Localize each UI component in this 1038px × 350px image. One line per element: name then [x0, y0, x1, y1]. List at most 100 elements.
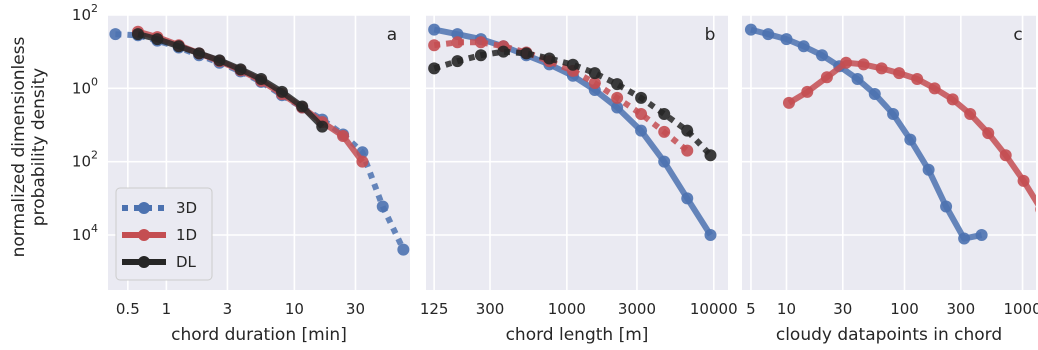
data-point: [635, 124, 648, 137]
data-point: [964, 107, 977, 120]
legend-marker: [138, 202, 150, 214]
data-point: [376, 200, 389, 213]
data-point: [428, 23, 441, 36]
x-tick-label: 3: [223, 300, 233, 318]
data-point: [681, 144, 694, 157]
data-point: [658, 155, 671, 168]
x-tick-label: 100: [890, 300, 919, 318]
data-point: [658, 107, 671, 120]
y-axis-label: normalized dimensionless probability den…: [9, 36, 49, 257]
data-point: [840, 56, 853, 69]
data-point: [213, 54, 226, 67]
data-point: [234, 63, 247, 76]
x-tick-label: 125: [420, 300, 449, 318]
data-point: [451, 36, 464, 49]
data-point: [151, 33, 164, 46]
y-tick-label: 102: [72, 2, 98, 24]
x-tick-label: 30: [346, 300, 365, 318]
data-point: [296, 100, 309, 113]
data-point: [428, 62, 441, 75]
data-point: [193, 47, 206, 60]
x-axis-label: cloudy datapoints in chord: [776, 325, 1002, 345]
data-point: [588, 67, 601, 80]
plot-background: [742, 15, 1036, 290]
data-point: [428, 39, 441, 52]
x-tick-label: 10: [285, 300, 304, 318]
data-point: [356, 155, 369, 168]
y-tick-label: 102: [72, 149, 98, 171]
data-point: [928, 82, 941, 95]
data-point: [611, 91, 624, 104]
x-tick-label: 1000: [548, 300, 586, 318]
data-point: [744, 23, 757, 36]
panel-b: 125 300 1000 3000 10000 chord length [m] b: [420, 14, 738, 345]
panel-letter: a: [387, 25, 397, 45]
data-point: [635, 107, 648, 120]
legend-label: 3D: [176, 199, 197, 217]
x-tick-label: 1000: [1003, 300, 1038, 318]
data-point: [275, 85, 288, 98]
data-point: [474, 49, 487, 62]
series-3D: [744, 23, 988, 245]
legend-marker: [138, 256, 150, 268]
data-point: [474, 36, 487, 49]
data-point: [316, 120, 329, 133]
data-point: [543, 52, 556, 65]
x-tick-label: 300: [476, 300, 505, 318]
data-point: [904, 133, 917, 146]
data-point: [255, 72, 268, 85]
data-point: [857, 58, 870, 71]
data-point: [337, 130, 350, 143]
data-point: [875, 62, 888, 75]
data-point: [658, 125, 671, 138]
x-axis-label: chord length [m]: [506, 325, 649, 345]
y-tick-label: 104: [72, 222, 98, 244]
data-point: [397, 243, 410, 256]
data-point: [172, 40, 185, 53]
x-tick-label: 10: [777, 300, 796, 318]
data-point: [497, 45, 510, 58]
data-point: [958, 232, 971, 245]
data-point: [588, 76, 601, 89]
legend: 3D 1D DL: [115, 187, 213, 281]
y-tick-label: 100: [72, 75, 98, 97]
x-tick-label: 5: [746, 300, 756, 318]
x-tick-label: 30: [833, 300, 852, 318]
data-point: [797, 40, 810, 53]
x-tick-label: 3000: [618, 300, 656, 318]
data-point: [704, 149, 717, 162]
x-tick-label: 0.5: [116, 300, 140, 318]
data-point: [816, 49, 829, 62]
data-point: [451, 55, 464, 68]
series-DL: [428, 45, 717, 162]
x-axis-label: chord duration [min]: [171, 325, 347, 345]
data-point: [704, 229, 717, 241]
panel-letter: c: [1013, 25, 1022, 45]
data-point: [887, 107, 900, 120]
data-point: [940, 200, 953, 213]
data-point: [851, 72, 864, 85]
data-point: [911, 72, 924, 85]
legend-label: DL: [176, 253, 197, 271]
data-point: [782, 96, 795, 109]
series-DL: [131, 28, 329, 133]
data-point: [1035, 206, 1036, 213]
series-line: [137, 31, 325, 129]
data-point: [820, 71, 833, 84]
panel-a: 0.5 1 3 10 30 102 100 102 104 chord duration [min…: [72, 2, 410, 345]
data-point: [109, 28, 122, 41]
data-point: [801, 85, 814, 98]
panels: 0.5 1 3 10 30 102 100 102 104 chord duration [min…: [72, 2, 1038, 345]
data-point: [762, 28, 775, 41]
data-point: [1017, 174, 1030, 187]
data-point: [999, 149, 1012, 162]
panel-letter: b: [705, 25, 716, 45]
data-point: [975, 229, 988, 241]
data-point: [946, 93, 959, 106]
x-tick-label: 10000: [690, 300, 738, 318]
data-point: [635, 91, 648, 104]
data-point: [566, 58, 579, 71]
data-point: [780, 33, 793, 46]
